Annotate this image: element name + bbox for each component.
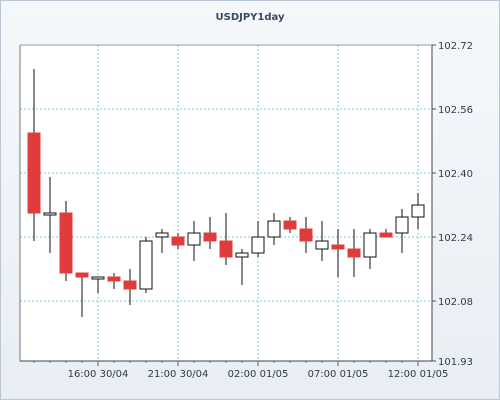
candle-body-up bbox=[187, 232, 201, 246]
candle-body-down bbox=[379, 232, 393, 238]
y-tick-label: 102.24 bbox=[438, 233, 473, 244]
candle-body-up bbox=[267, 220, 281, 238]
candle-body-up bbox=[91, 276, 105, 280]
candle-body-up bbox=[235, 252, 249, 258]
candle-body-up bbox=[251, 236, 265, 254]
candle-body-up bbox=[139, 240, 153, 290]
candle-body-up bbox=[395, 216, 409, 234]
plot-area bbox=[20, 45, 432, 361]
x-tick-label: 12:00 01/05 bbox=[388, 369, 449, 380]
candle-body-down bbox=[107, 276, 121, 282]
candle-body-down bbox=[219, 240, 233, 258]
y-tick-label: 101.93 bbox=[438, 357, 473, 368]
candle-body-down bbox=[27, 132, 41, 214]
candle-body-down bbox=[299, 228, 313, 242]
candle-body-down bbox=[171, 236, 185, 246]
candle-body-down bbox=[203, 232, 217, 242]
x-tick-label: 07:00 01/05 bbox=[308, 369, 369, 380]
x-tick-label: 21:00 30/04 bbox=[148, 369, 209, 380]
y-tick-label: 102.40 bbox=[438, 169, 473, 180]
y-tick-label: 102.56 bbox=[438, 105, 473, 116]
candle-body-down bbox=[59, 212, 73, 274]
candle-body-down bbox=[123, 280, 137, 290]
candle-body-up bbox=[315, 240, 329, 250]
candle-body-down bbox=[331, 244, 345, 250]
x-tick-label: 02:00 01/05 bbox=[228, 369, 289, 380]
candle-body-down bbox=[75, 272, 89, 278]
candle-body-down bbox=[347, 248, 361, 258]
x-tick-label: 16:00 30/04 bbox=[68, 369, 129, 380]
y-tick-label: 102.72 bbox=[438, 41, 473, 52]
y-tick-label: 102.08 bbox=[438, 297, 473, 308]
candle-body-up bbox=[411, 204, 425, 218]
candle-body-down bbox=[283, 220, 297, 230]
candle-body-up bbox=[43, 212, 57, 216]
candle-body-up bbox=[363, 232, 377, 258]
candle-body-up bbox=[155, 232, 169, 238]
chart-title: USDJPY1day bbox=[215, 12, 285, 23]
